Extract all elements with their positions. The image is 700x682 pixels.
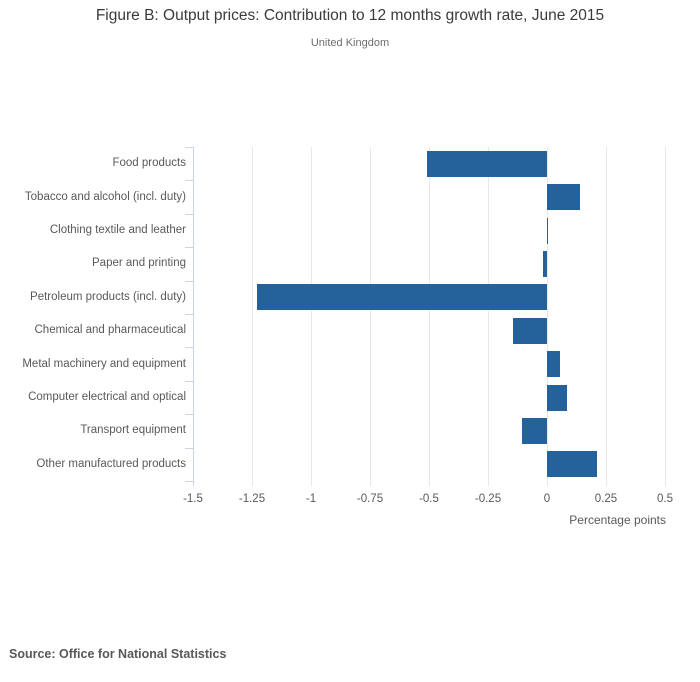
- y-axis-label: Other manufactured products: [36, 457, 186, 470]
- chart-subtitle: United Kingdom: [310, 37, 390, 49]
- y-axis-label: Computer electrical and optical: [28, 391, 186, 403]
- y-axis-tick: [185, 314, 193, 315]
- bar-5: [512, 317, 547, 344]
- y-axis-tick: [185, 213, 193, 215]
- bar-8: [522, 417, 547, 444]
- y-axis-label: Paper and printing: [92, 257, 186, 270]
- y-axis-label: Chemical and pharmaceutical: [34, 324, 187, 337]
- plot-area: [185, 147, 666, 486]
- y-axis-line: [193, 147, 194, 486]
- gridline: [252, 147, 253, 486]
- bar-6: [547, 351, 560, 378]
- y-axis-label: Transport equipment: [80, 424, 186, 437]
- y-axis-tick: [185, 481, 193, 482]
- x-axis-tick-label: -0.75: [356, 493, 384, 505]
- gridline: [370, 147, 371, 486]
- y-axis-label: Metal machinery and equipment: [22, 357, 186, 370]
- y-axis-tick: [185, 414, 193, 416]
- bar-4: [256, 284, 547, 311]
- bar-3: [543, 250, 547, 277]
- y-axis-tick: [185, 380, 193, 382]
- source-note: Source: Office for National Statistics: [9, 647, 227, 661]
- gridline: [547, 147, 548, 486]
- y-axis-tick: [185, 347, 193, 349]
- gridline: [488, 147, 489, 486]
- x-axis-tick-label: -0.5: [419, 493, 439, 505]
- bar-2: [547, 217, 549, 244]
- x-axis-tick-label: -0.25: [474, 493, 502, 505]
- bar-7: [547, 384, 568, 411]
- y-axis-tick: [185, 447, 193, 449]
- y-axis-tick: [185, 247, 193, 249]
- gridline: [665, 147, 666, 486]
- chart-title: Figure B: Output prices: Contribution to…: [95, 7, 605, 24]
- x-axis-tick-label: -1.25: [238, 493, 266, 505]
- gridline: [311, 147, 312, 486]
- bar-0: [426, 150, 547, 177]
- x-axis-tick-label: 0.25: [594, 493, 618, 505]
- y-axis-tick: [185, 280, 193, 282]
- x-axis-tick-label: 0.5: [657, 493, 673, 505]
- y-axis-label: Tobacco and alcohol (incl. duty): [24, 190, 186, 203]
- bar-1: [547, 184, 581, 211]
- gridline: [606, 147, 607, 486]
- x-axis-title: Percentage points: [569, 513, 666, 527]
- y-axis-label: Clothing textile and leather: [49, 224, 186, 236]
- bar-9: [547, 451, 597, 478]
- y-axis-tick: [185, 180, 193, 182]
- gridline: [429, 147, 430, 486]
- x-axis-tick-label: -1.5: [183, 493, 203, 505]
- y-axis-label: Petroleum products (incl. duty): [30, 290, 186, 303]
- y-axis-label: Food products: [112, 157, 186, 170]
- x-axis-tick-label: 0: [543, 493, 551, 505]
- y-axis-tick: [185, 147, 193, 148]
- x-axis-tick-label: -1: [305, 493, 317, 505]
